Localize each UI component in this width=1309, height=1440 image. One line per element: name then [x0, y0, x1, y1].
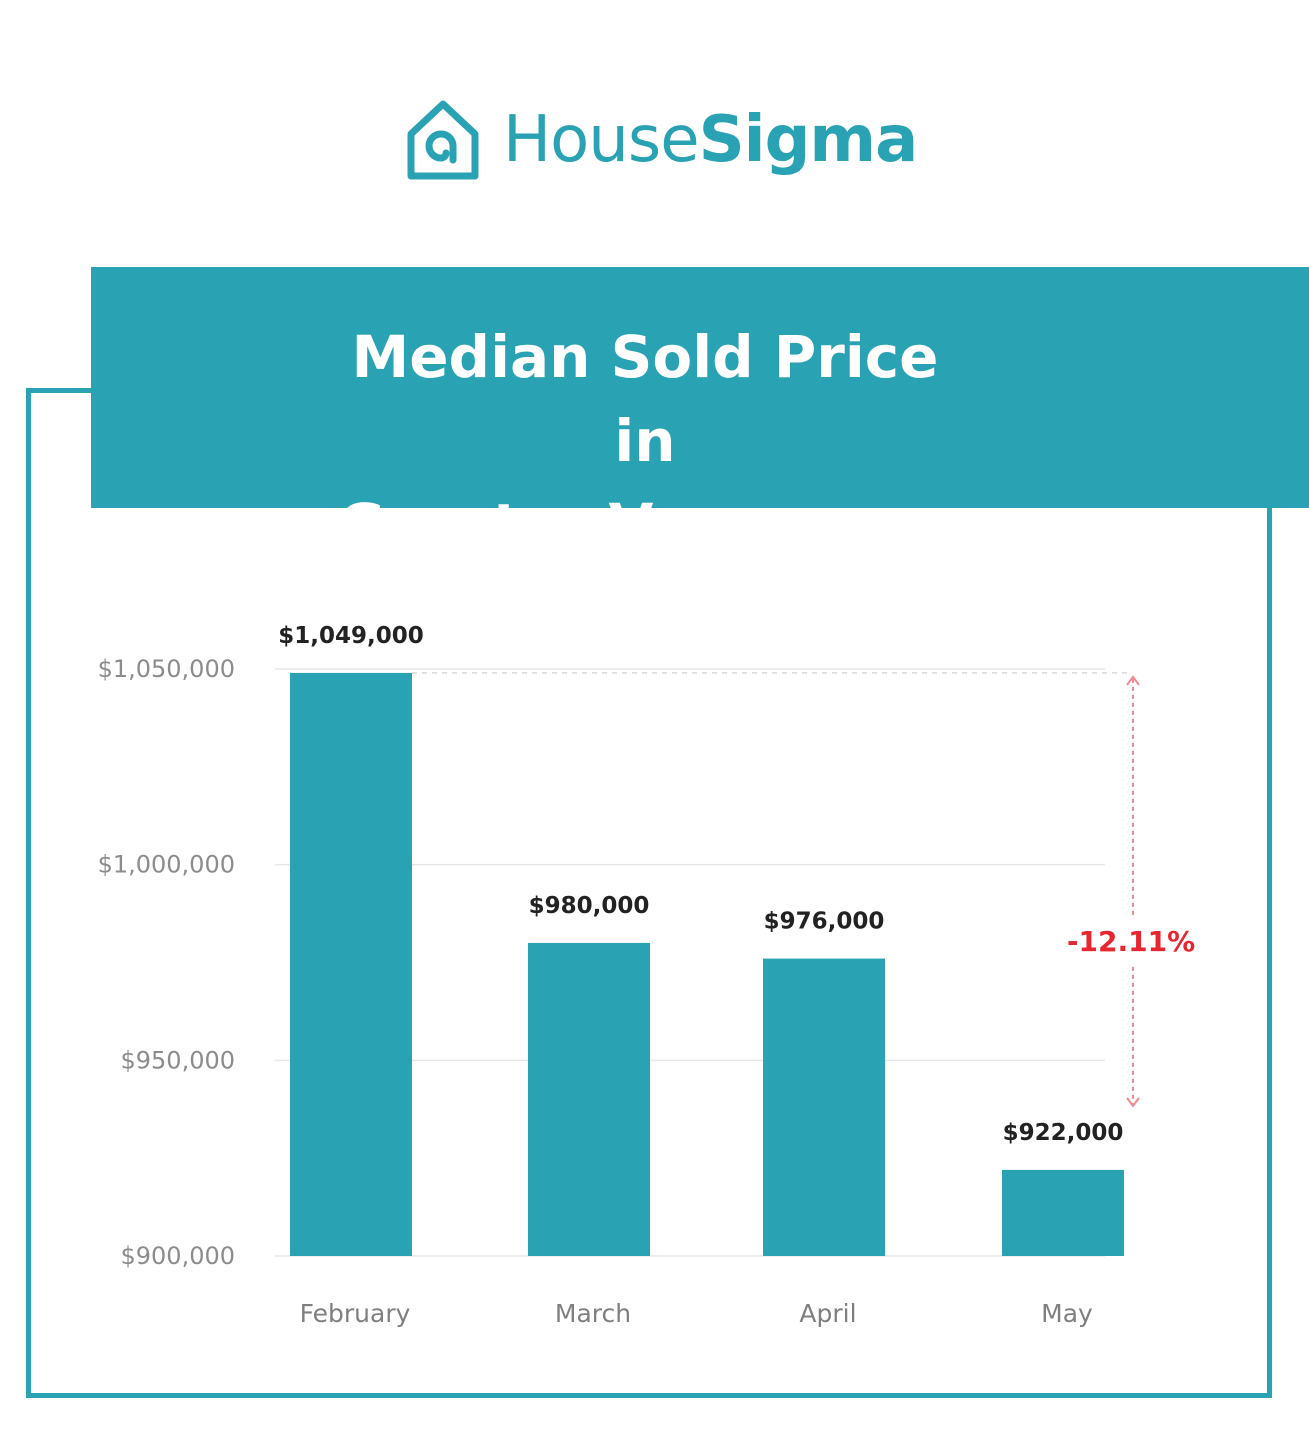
- x-tick-label: March: [555, 1299, 631, 1328]
- bar: [1002, 1169, 1124, 1256]
- data-label: $976,000: [764, 909, 885, 935]
- change-label-background: [1074, 919, 1192, 963]
- x-tick-label: April: [799, 1299, 856, 1328]
- chart-title: Median Sold Price in Greater Vancouver: [338, 323, 952, 559]
- change-arrow-head-up: [1126, 675, 1140, 686]
- x-tick-label: May: [1041, 1299, 1093, 1328]
- y-tick-label: $1,000,000: [98, 851, 235, 879]
- bar: [528, 942, 650, 1256]
- bar: [763, 958, 885, 1256]
- data-label: $922,000: [1003, 1120, 1124, 1146]
- change-arrow-head-down: [1126, 1097, 1140, 1108]
- brand-logo: HouseSigma: [405, 95, 918, 185]
- change-label: -12.11%: [1067, 925, 1195, 958]
- y-tick-label: $1,050,000: [98, 655, 235, 683]
- bar: [290, 672, 412, 1256]
- brand-name-part2: Sigma: [698, 103, 919, 177]
- y-tick-label: $900,000: [120, 1242, 235, 1270]
- data-label: $980,000: [529, 893, 650, 919]
- title-banner: Median Sold Price in Greater Vancouver: [91, 267, 1309, 559]
- brand-name-part1: House: [503, 103, 700, 177]
- brand-name: HouseSigma: [503, 108, 918, 172]
- house-spiral-icon: [407, 100, 479, 180]
- x-tick-label: February: [300, 1299, 411, 1328]
- y-tick-label: $950,000: [120, 1046, 235, 1074]
- data-label: $1,049,000: [278, 623, 424, 649]
